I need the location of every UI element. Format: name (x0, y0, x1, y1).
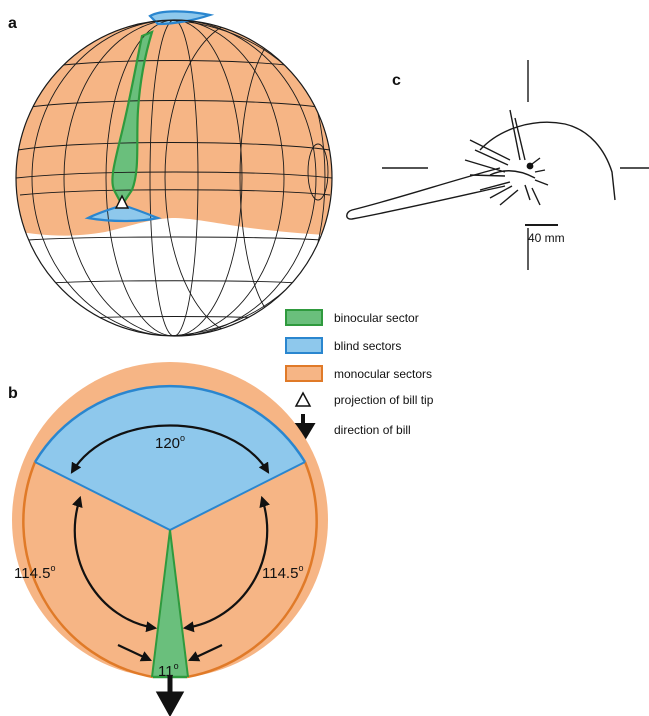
panel-label-c: c (392, 72, 401, 89)
angle-label-bottom: 11o (158, 661, 179, 680)
legend-bill-tip-triangle-icon (294, 391, 312, 407)
arrow-bottom-right (188, 644, 223, 662)
angle-label-left: 114.5o (14, 563, 55, 582)
legend: binocular sector blind sectors monocular… (285, 309, 434, 444)
angle-label-top: 120o (155, 433, 185, 452)
legend-swatch-blind (285, 337, 323, 354)
arrow-left-angle (72, 495, 158, 633)
bird-head-drawing (346, 60, 649, 270)
panel-label-a: a (8, 15, 17, 32)
sector-disc: 120o 114.5o 114.5o 11o (12, 362, 328, 716)
angle-label-right: 114.5o (262, 563, 303, 582)
binocular-sector-disc (150, 530, 190, 678)
binocular-strip-globe (112, 32, 152, 205)
bill-direction-arrow-disc (155, 676, 185, 716)
globe (15, 10, 333, 337)
legend-label-binocular: binocular sector (334, 311, 419, 325)
legend-swatch-binocular (285, 309, 323, 326)
bird-eye (526, 162, 534, 170)
legend-label-blind: blind sectors (334, 339, 401, 353)
arrow-bottom-left (117, 644, 152, 662)
blind-sector-disc (35, 386, 305, 530)
monocular-region-globe (16, 20, 332, 237)
scale-bar-label: 40 mm (528, 231, 565, 245)
arrow-top-angle (70, 424, 270, 474)
globe-outline (15, 19, 333, 337)
arrow-right-angle (182, 495, 270, 633)
legend-label-monocular: monocular sectors (334, 367, 432, 381)
legend-swatch-monocular (285, 365, 323, 382)
panel-label-b: b (8, 385, 18, 402)
legend-label-bill-direction: direction of bill (334, 423, 411, 437)
globe-grid (16, 20, 332, 336)
blind-region-bottom (88, 205, 158, 221)
legend-label-bill-tip: projection of bill tip (334, 393, 434, 407)
bill-tip-triangle-globe (114, 194, 130, 209)
angle-arrows (70, 424, 270, 662)
